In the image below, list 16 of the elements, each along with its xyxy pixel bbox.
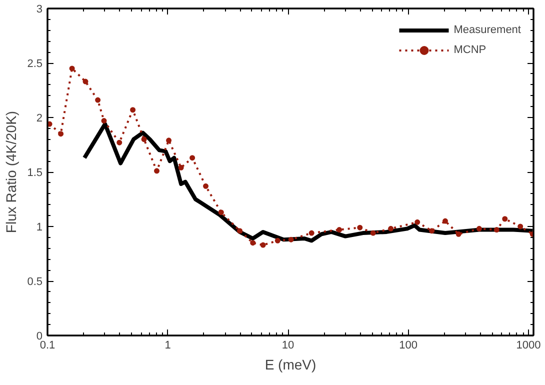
y-tick-label: 3 xyxy=(36,4,43,16)
x-axis-title: E (meV) xyxy=(264,356,316,372)
y-tick-label: 2 xyxy=(36,112,43,124)
y-tick-label: 1.5 xyxy=(27,167,43,179)
x-tick-label: 0.1 xyxy=(40,340,56,352)
legend-label: Measurement xyxy=(454,24,521,36)
x-tick-label: 1000 xyxy=(516,340,541,352)
y-tick-label: 1 xyxy=(36,222,43,234)
x-tick-label: 10 xyxy=(282,340,294,352)
y-tick-label: 0.5 xyxy=(27,276,43,288)
legend-label: MCNP xyxy=(454,44,486,56)
y-axis-title: Flux Ratio (4K/20K) xyxy=(3,110,20,234)
y-tick-label: 2.5 xyxy=(27,58,43,70)
x-tick-label: 1 xyxy=(164,340,171,352)
x-tick-label: 100 xyxy=(399,340,418,352)
y-tick-label: 0 xyxy=(36,330,43,342)
